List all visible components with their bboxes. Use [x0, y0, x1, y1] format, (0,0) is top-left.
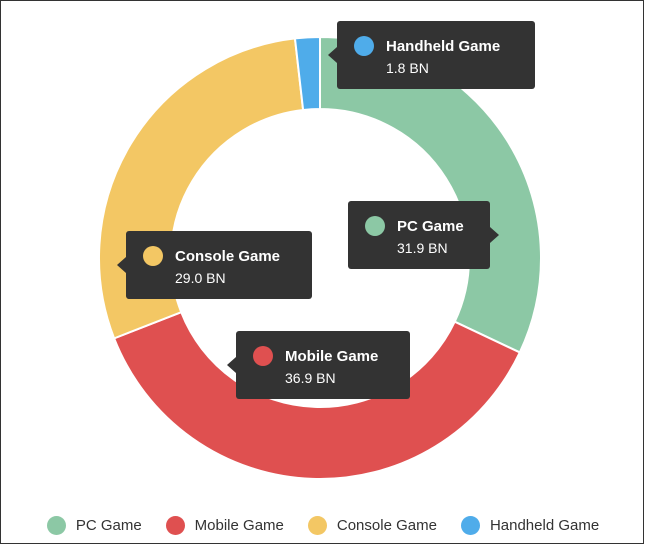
tooltip-pc-game: PC Game 31.9 BN — [348, 201, 499, 269]
legend-label: Handheld Game — [489, 516, 600, 534]
data-label-name: PC Game — [397, 218, 464, 235]
tooltip-color-dot — [253, 346, 273, 366]
data-label-name: Handheld Game — [386, 38, 500, 55]
data-label-value: 1.8 BN — [386, 60, 429, 76]
tooltip-color-dot — [143, 246, 163, 266]
tooltip-box — [348, 201, 490, 269]
tooltip-arrow — [490, 227, 499, 243]
data-label-value: 31.9 BN — [397, 240, 448, 256]
tooltip-color-dot — [365, 216, 385, 236]
data-label-value: 29.0 BN — [175, 270, 226, 286]
legend-item-mobile-game[interactable]: Mobile Game — [165, 515, 284, 535]
legend-label: Mobile Game — [194, 516, 284, 534]
legend-item-pc-game[interactable]: PC Game — [46, 515, 142, 535]
tooltip-box — [236, 331, 410, 399]
tooltip-arrow — [117, 257, 126, 273]
slice-handheld-game[interactable] — [293, 35, 321, 112]
legend-color-dot — [307, 515, 327, 535]
data-label-value: 36.9 BN — [285, 370, 336, 386]
tooltip-box — [337, 21, 535, 89]
legend-item-console-game[interactable]: Console Game — [307, 515, 437, 535]
data-label-name: Console Game — [175, 248, 280, 265]
legend-color-dot — [46, 515, 66, 535]
tooltip-mobile-game: Mobile Game 36.9 BN — [227, 331, 410, 399]
legend-color-dot — [165, 515, 185, 535]
tooltip-arrow — [227, 357, 236, 373]
data-label-name: Mobile Game — [285, 348, 378, 365]
tooltip-color-dot — [354, 36, 374, 56]
legend-label: Console Game — [336, 516, 437, 534]
legend-label: PC Game — [75, 516, 142, 534]
tooltip-console-game: Console Game 29.0 BN — [117, 231, 312, 299]
legend: PC Game Mobile Game Console Game Handheld G… — [0, 512, 646, 538]
tooltip-box — [126, 231, 312, 299]
donut-chart: PC Game 31.9 BN Mobile Game 36.9 BN Console … — [98, 21, 542, 480]
tooltip-handheld-game: Handheld Game 1.8 BN — [328, 21, 535, 89]
tooltip-arrow — [328, 47, 337, 63]
legend-color-dot — [460, 515, 480, 535]
data-label-tooltips: PC Game 31.9 BN Mobile Game 36.9 BN Console … — [117, 21, 535, 399]
legend-item-handheld-game[interactable]: Handheld Game — [460, 515, 600, 535]
